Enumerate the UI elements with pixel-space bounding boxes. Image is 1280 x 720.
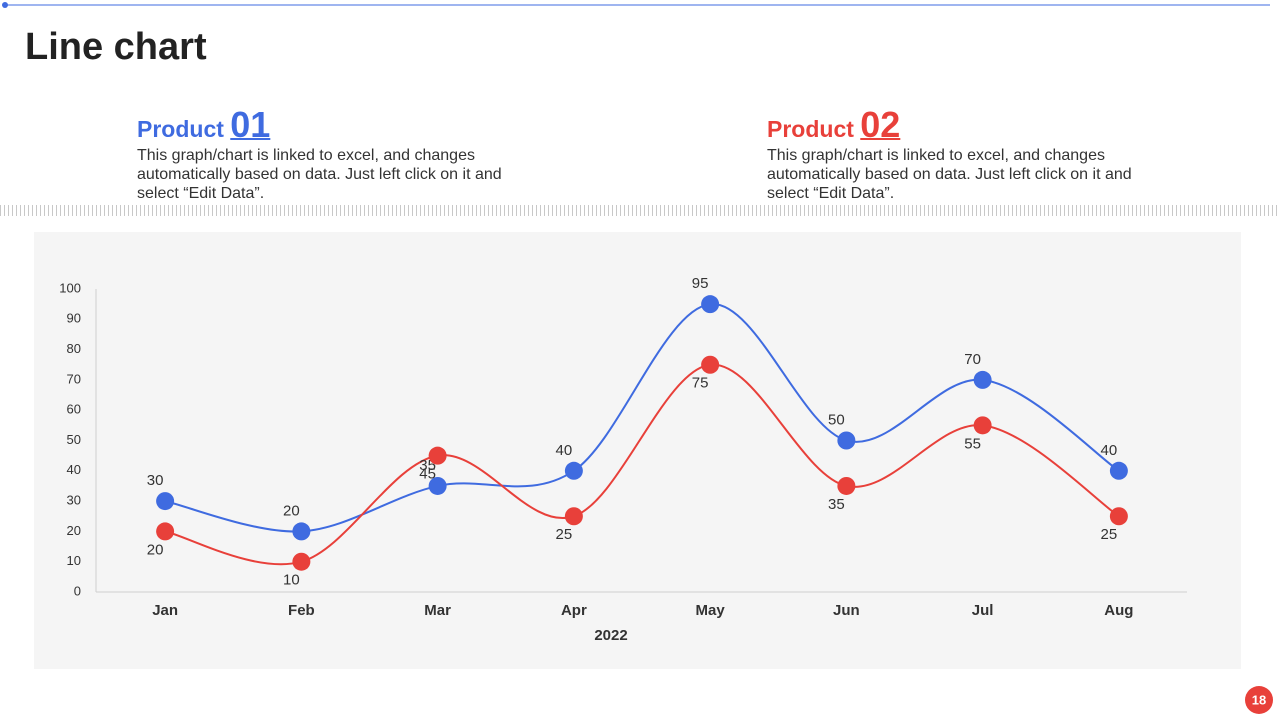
data-point <box>1109 461 1128 480</box>
data-point <box>156 492 175 511</box>
x-tick-label: Feb <box>288 602 315 619</box>
y-tick-label: 60 <box>67 402 81 417</box>
x-tick-label: Aug <box>1104 602 1133 619</box>
data-label: 75 <box>692 375 709 392</box>
x-tick-label: Mar <box>424 602 451 619</box>
top-rule-dot <box>2 2 8 8</box>
x-tick-label: May <box>696 602 726 619</box>
data-point <box>564 461 583 480</box>
x-tick-label: Jan <box>152 602 178 619</box>
series-line <box>164 303 1120 533</box>
data-point <box>701 355 720 374</box>
data-point <box>837 476 856 495</box>
product-heading: Product 01 <box>137 104 517 146</box>
y-tick-label: 100 <box>59 280 81 295</box>
product-description: This graph/chart is linked to excel, and… <box>767 147 1132 202</box>
data-point <box>156 522 175 541</box>
product-description: This graph/chart is linked to excel, and… <box>137 147 502 202</box>
page-number: 18 <box>1252 692 1266 707</box>
chart-background <box>34 232 1241 669</box>
x-tick-label: Jul <box>972 602 994 619</box>
data-label: 95 <box>692 275 709 292</box>
product-label: Product <box>137 116 224 142</box>
slide-title: Line chart <box>25 26 207 68</box>
y-tick-label: 20 <box>67 523 81 538</box>
y-tick-label: 0 <box>74 583 81 598</box>
data-label: 55 <box>964 435 981 452</box>
data-label: 45 <box>419 466 436 483</box>
data-label: 20 <box>147 541 164 558</box>
product-block: Product 01 This graph/chart is linked to… <box>137 104 517 203</box>
data-point <box>973 416 992 435</box>
y-tick-label: 10 <box>67 553 81 568</box>
product-label: Product <box>767 116 854 142</box>
data-point <box>837 431 856 450</box>
data-label: 20 <box>283 502 300 519</box>
x-tick-label: Jun <box>833 602 860 619</box>
product-heading: Product 02 <box>767 104 1147 146</box>
data-point <box>701 295 720 314</box>
product-block: Product 02 This graph/chart is linked to… <box>767 104 1147 203</box>
product-number: 02 <box>860 104 901 145</box>
x-tick-label: Apr <box>561 602 587 619</box>
data-point <box>428 476 447 495</box>
data-label: 30 <box>147 472 164 489</box>
data-point <box>428 446 447 465</box>
y-tick-label: 70 <box>67 371 81 386</box>
data-label: 25 <box>556 526 573 543</box>
data-label: 40 <box>1101 442 1118 459</box>
y-tick-label: 30 <box>67 493 81 508</box>
y-tick-label: 50 <box>67 432 81 447</box>
data-label: 50 <box>828 411 845 428</box>
y-tick-label: 80 <box>67 341 81 356</box>
data-label: 35 <box>419 457 436 474</box>
data-label: 10 <box>283 572 300 589</box>
data-label: 40 <box>556 442 573 459</box>
series-line <box>164 363 1120 566</box>
product-number: 01 <box>230 104 271 145</box>
data-label: 25 <box>1101 526 1118 543</box>
x-axis-title: 2022 <box>594 627 627 644</box>
page-badge <box>1245 686 1273 714</box>
data-point <box>564 507 583 526</box>
y-tick-label: 40 <box>67 462 81 477</box>
data-point <box>973 370 992 389</box>
data-label: 35 <box>828 496 845 513</box>
data-point <box>1109 507 1128 526</box>
divider-strip <box>0 205 1280 216</box>
y-tick-label: 90 <box>67 311 81 326</box>
data-point <box>292 522 311 541</box>
data-point <box>292 552 311 571</box>
data-label: 70 <box>964 351 981 368</box>
